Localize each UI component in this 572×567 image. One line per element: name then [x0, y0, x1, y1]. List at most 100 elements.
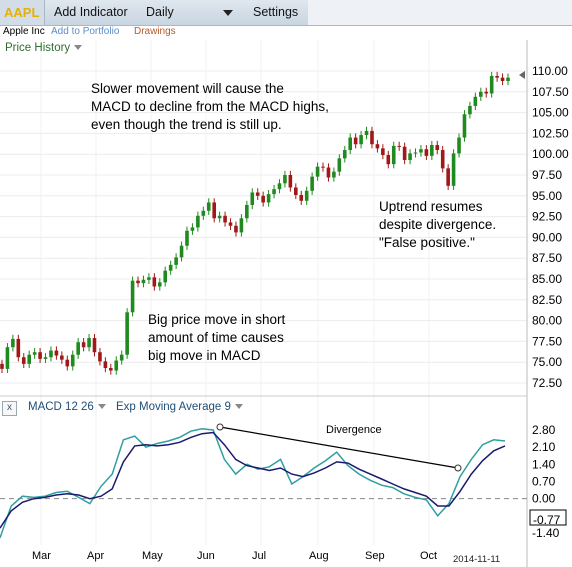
price-tick-label: 107.50: [532, 85, 569, 99]
candle-body: [11, 338, 15, 348]
candle-body: [60, 355, 64, 360]
company-name: Apple Inc: [3, 26, 45, 37]
candle-body: [0, 363, 4, 369]
trendline-start-handle: [216, 423, 224, 431]
candle-body: [217, 215, 222, 219]
last-price-marker: [519, 71, 525, 79]
macd-lines: [0, 428, 506, 539]
candle-body: [364, 130, 369, 136]
price-tick-label: 100.00: [532, 147, 569, 161]
candle-body: [125, 312, 129, 355]
candle-body: [185, 230, 189, 246]
price-tick-label: 77.50: [532, 334, 562, 348]
candle-body: [381, 148, 385, 156]
candle-body: [266, 194, 271, 203]
candle-body: [408, 153, 412, 161]
candle-body: [32, 352, 37, 355]
price-tick-label: 92.50: [532, 210, 562, 224]
toolbar-right-area: [308, 0, 572, 25]
triangle-down-icon[interactable]: [234, 404, 243, 410]
candle-body: [98, 352, 102, 362]
macd-tick-label: 1.40: [532, 457, 556, 471]
candle-body: [402, 146, 407, 161]
candle-body: [386, 155, 391, 165]
candle-body: [49, 350, 53, 358]
candle-body: [419, 149, 423, 153]
candle-body: [92, 338, 97, 353]
candle-body: [310, 176, 314, 191]
price-tick-label: 72.50: [532, 376, 562, 390]
macd-indicator-label[interactable]: MACD 12 26: [28, 396, 106, 418]
drawings-link[interactable]: Drawings: [134, 26, 176, 37]
annotation-slower-movement: Slower movement will cause the MACD to d…: [91, 81, 329, 132]
x-tick-label: Jul: [252, 550, 266, 562]
price-tick-label: 102.50: [532, 126, 569, 140]
candle-body: [353, 137, 358, 145]
x-axis: Mar Apr May Jun Jul Aug Sep Oct: [32, 550, 437, 562]
candle-body: [38, 352, 42, 359]
candle-body: [114, 360, 119, 371]
settings-button[interactable]: Settings: [253, 5, 299, 19]
price-history-label[interactable]: Price History: [5, 42, 71, 54]
candle-body: [304, 190, 309, 201]
price-tick-label: 105.00: [532, 106, 569, 120]
candle-body: [16, 338, 21, 358]
ema-indicator-label[interactable]: Exp Moving Average 9: [116, 396, 243, 418]
price-tick-label: 75.00: [532, 355, 562, 369]
candle-body: [223, 215, 227, 223]
candle-body: [484, 91, 489, 94]
candle-body: [54, 350, 59, 356]
candle-body: [506, 77, 510, 81]
candle-body: [109, 368, 113, 371]
symbol-label[interactable]: AAPL: [4, 5, 40, 20]
candle-body: [500, 77, 505, 81]
divergence-trendline: [219, 426, 459, 469]
trendline-end-handle: [454, 464, 462, 472]
candle-body: [397, 145, 401, 147]
add-indicator-button[interactable]: Add Indicator: [54, 5, 128, 19]
sub-bar: Apple Inc Add to Portfolio Drawings: [0, 25, 572, 39]
candle-body: [294, 187, 298, 195]
ema-indicator-label-text[interactable]: Exp Moving Average 9: [116, 401, 231, 413]
candle-body: [212, 202, 216, 219]
candle-body: [359, 135, 363, 145]
candle-body: [332, 171, 336, 178]
candle-body: [283, 175, 287, 184]
symbol-box[interactable]: AAPL: [0, 0, 45, 25]
divergence-label: Divergence: [326, 424, 382, 436]
candle-body: [70, 354, 75, 367]
price-tick-label: 97.50: [532, 168, 562, 182]
price-candles: [0, 71, 510, 375]
candle-body: [473, 96, 478, 106]
candle-body: [65, 359, 70, 367]
price-tick-label: 85.00: [532, 272, 562, 286]
interval-select[interactable]: Daily: [146, 5, 174, 19]
annotation-big-move: Big price move in short amount of time c…: [148, 312, 286, 363]
candle-body: [435, 145, 440, 151]
candle-body: [43, 357, 48, 359]
annotation-uptrend: Uptrend resumes despite divergence. "Fal…: [379, 199, 497, 250]
candle-body: [136, 280, 140, 284]
candle-body: [141, 279, 146, 284]
macd-indicator-label-text[interactable]: MACD 12 26: [28, 401, 94, 413]
candle-body: [261, 195, 265, 203]
candle-body: [299, 194, 304, 201]
candle-body: [321, 166, 325, 168]
x-tick-label: Jun: [197, 550, 215, 562]
macd-current-value-box: [529, 509, 567, 526]
candle-body: [196, 215, 200, 228]
candle-body: [174, 257, 178, 265]
candle-body: [130, 280, 135, 313]
chart-toolbar: AAPL Add Indicator Daily Settings: [0, 0, 572, 26]
candle-body: [168, 264, 173, 271]
add-to-portfolio-link[interactable]: Add to Portfolio: [51, 26, 120, 37]
candle-body: [87, 338, 91, 348]
candle-body: [272, 189, 276, 195]
chevron-down-icon[interactable]: [223, 10, 233, 16]
candle-body: [81, 342, 86, 348]
candle-body: [348, 137, 353, 151]
triangle-down-icon[interactable]: [97, 404, 106, 410]
x-tick-label: Sep: [365, 550, 385, 562]
close-indicator-button[interactable]: x: [2, 401, 17, 416]
triangle-down-icon[interactable]: [74, 45, 83, 51]
